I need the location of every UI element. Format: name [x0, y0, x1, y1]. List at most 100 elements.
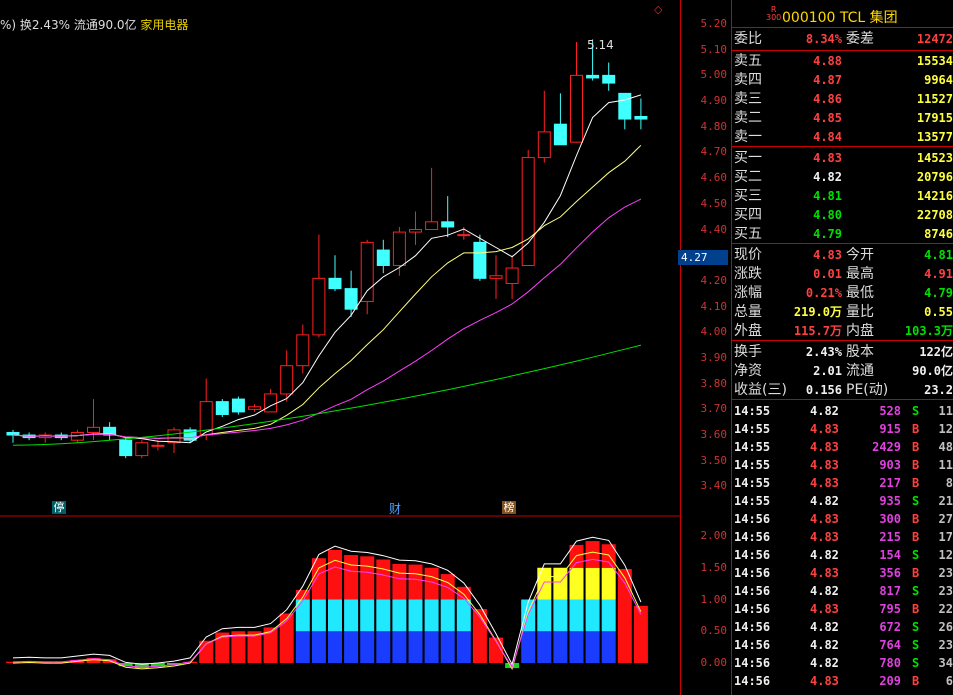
tick-row: 14:55 4.83 2429 B 48: [732, 438, 953, 456]
sell-volume: 13577: [916, 130, 953, 144]
indicator-bar-blue: [311, 631, 326, 663]
tick-side: S: [912, 620, 920, 634]
tick-row: 14:56 4.83 356 B 23: [732, 564, 953, 582]
sell-volume: 17915: [916, 111, 953, 125]
candle-down: [618, 92, 632, 120]
candle-down: [553, 123, 567, 146]
indicator-bar-blue: [328, 631, 342, 663]
info-bar-sector[interactable]: 家用电器: [140, 18, 189, 32]
buy-price: 4.83: [813, 151, 842, 165]
tick-time: 14:56: [734, 638, 771, 652]
stock-code-name[interactable]: 000100 TCL 集团: [782, 10, 898, 26]
stat-value: 0.156: [805, 383, 842, 397]
tick-price: 4.83: [810, 422, 839, 436]
candle-down: [183, 429, 197, 441]
indicator-bar-blue: [376, 631, 391, 663]
ranking-marker[interactable]: 榜: [502, 501, 516, 514]
stat-row: 涨幅 0.21% 最低 4.79: [732, 284, 953, 302]
buy-label: 买三: [734, 188, 762, 204]
tick-volume: 672: [879, 620, 901, 634]
indicator-bar-red: [311, 558, 326, 600]
buy-price: 4.81: [813, 189, 842, 203]
sell-label: 卖一: [734, 129, 762, 145]
tick-count: 11: [938, 404, 953, 418]
diamond-icon[interactable]: ◇: [654, 3, 663, 16]
indicator-bar-blue: [521, 631, 536, 663]
indicator-bar-blue: [537, 631, 552, 663]
candle-up: [521, 157, 535, 266]
ma20-line: [12, 198, 642, 439]
buy-price: 4.82: [813, 170, 842, 184]
tick-side: S: [912, 638, 920, 652]
indicator-bar-cyan: [360, 599, 375, 632]
price-tick: 3.90: [700, 350, 728, 364]
stat-value: 4.79: [924, 286, 953, 300]
stat-value: 2.43%: [805, 345, 842, 359]
indicator-bar-red: [408, 564, 423, 600]
sell-volume: 11527: [916, 92, 953, 106]
candle-down: [103, 426, 117, 436]
buy-volume: 14523: [916, 151, 953, 165]
tick-time: 14:56: [734, 674, 771, 688]
indicator-bar-red: [585, 541, 600, 568]
sell-label: 卖三: [734, 91, 762, 107]
indicator-tick: 0.00: [700, 656, 728, 669]
ma10-line: [12, 144, 642, 439]
buy-label: 买一: [734, 150, 762, 166]
tick-side: B: [912, 602, 920, 616]
candle-up: [457, 234, 471, 237]
tick-time: 14:56: [734, 656, 771, 670]
badge-bottom: 300: [766, 13, 782, 22]
tick-side: S: [912, 404, 920, 418]
stat-value: 2.01: [813, 364, 842, 378]
kline-chart-svg[interactable]: [0, 0, 680, 695]
stat-row: 净资 2.01 流通 90.0亿: [732, 362, 953, 380]
stat-value: 122亿: [919, 345, 953, 359]
price-tick: 3.60: [700, 428, 728, 442]
stat-label: 换手: [734, 344, 762, 360]
tick-price: 4.82: [810, 494, 839, 508]
tick-time: 14:56: [734, 548, 771, 562]
tick-count: 21: [938, 494, 953, 508]
tick-volume: 915: [879, 422, 901, 436]
price-axis: 5.205.105.004.904.804.704.604.504.404.30…: [680, 0, 731, 695]
tick-volume: 903: [879, 458, 901, 472]
indicator-tick: 1.00: [700, 592, 728, 606]
price-tick: 3.80: [700, 376, 728, 390]
indicator-line-yellow: [12, 551, 642, 671]
tick-side: S: [912, 494, 920, 508]
price-tick: 4.40: [700, 222, 728, 236]
tick-volume: 300: [879, 512, 901, 526]
indicator-bar-yellow: [585, 567, 600, 600]
stat-label: 现价: [734, 247, 762, 263]
price-tick: 4.80: [700, 119, 728, 133]
stat-value: 103.3万: [904, 324, 953, 338]
tick-volume: 154: [879, 548, 901, 562]
candle-up: [360, 241, 374, 302]
tick-time: 14:56: [734, 530, 771, 544]
sell-price: 4.84: [813, 130, 842, 144]
tick-price: 4.83: [810, 566, 839, 580]
indicator-bar-red: [489, 637, 503, 663]
indicator-bar-cyan: [569, 599, 584, 632]
tick-price: 4.82: [810, 584, 839, 598]
stat-row: 外盘 115.7万 内盘 103.3万: [732, 322, 953, 340]
suspension-marker[interactable]: 停: [52, 501, 66, 514]
tick-side: B: [912, 512, 920, 526]
tick-volume: 817: [879, 584, 901, 598]
tick-count: 8: [945, 476, 953, 490]
finance-marker[interactable]: 财: [389, 502, 402, 516]
tick-price: 4.83: [810, 602, 839, 616]
stat-label: 涨跌: [734, 266, 762, 282]
kline-chart-area[interactable]: %) 换2.43% 流通90.0亿 家用电器 ◇ 5.14 停 财 榜: [0, 0, 680, 695]
indicator-bar-red: [6, 661, 20, 663]
candle-up: [151, 444, 165, 447]
candle-down: [376, 249, 390, 266]
tick-side: S: [912, 656, 920, 670]
sell-row: 卖二 4.85 17915: [732, 109, 953, 127]
buy-row: 买五 4.79 8746: [732, 225, 953, 243]
indicator-bar-red: [199, 640, 214, 663]
tick-count: 12: [938, 548, 953, 562]
candle-up: [264, 393, 278, 413]
indicator-bar-cyan: [311, 599, 326, 632]
